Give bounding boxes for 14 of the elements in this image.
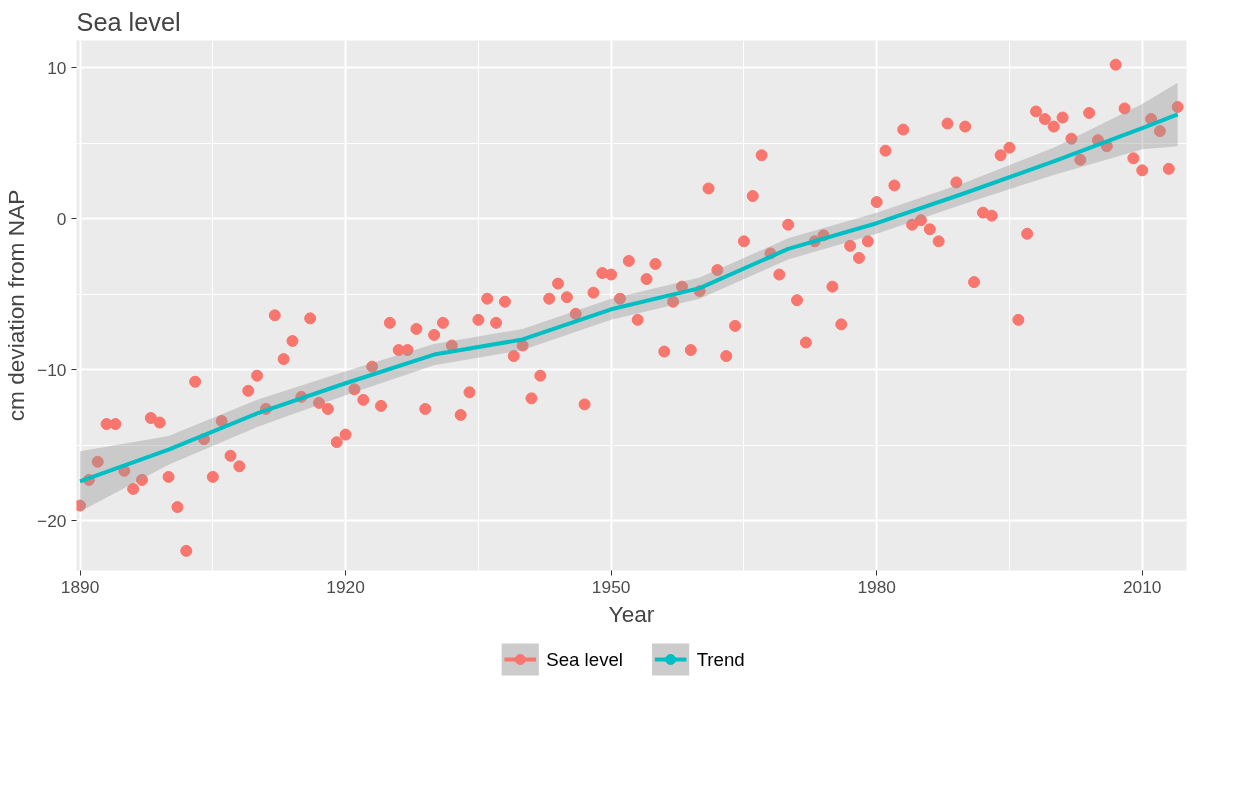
x-tick-label: 1950 (591, 576, 631, 597)
y-tick-label: −10 (37, 359, 67, 380)
y-tick-label: −20 (37, 510, 67, 531)
x-tick-label: 2010 (1122, 576, 1162, 597)
legend-label: Trend (696, 649, 745, 670)
y-axis-title: cm deviation from NAP (3, 189, 30, 422)
x-axis-title: Year (608, 600, 655, 627)
x-tick-label: 1980 (857, 576, 896, 597)
y-tick-label: 10 (47, 57, 67, 78)
y-tick-label: 0 (56, 208, 67, 229)
chart-title: Sea level (76, 7, 181, 36)
x-tick-label: 1920 (326, 576, 365, 597)
x-tick-label: 1890 (60, 576, 100, 597)
legend-label: Sea level (546, 649, 623, 670)
